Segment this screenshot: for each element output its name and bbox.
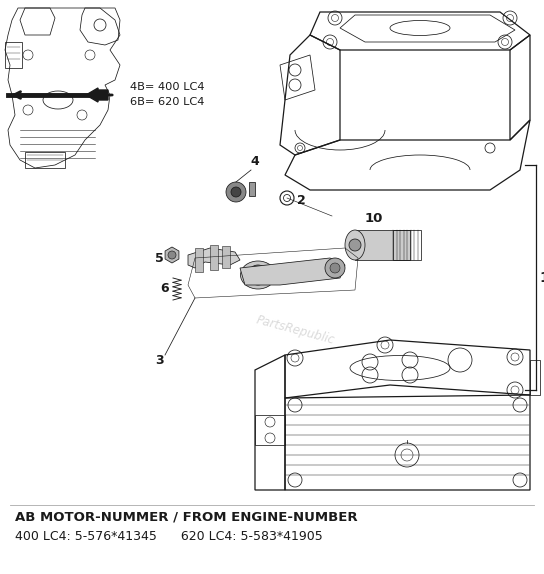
Polygon shape — [240, 258, 345, 285]
Circle shape — [168, 251, 176, 259]
Text: PartsRepublic: PartsRepublic — [254, 313, 336, 347]
Text: 6B= 620 LC4: 6B= 620 LC4 — [130, 97, 205, 107]
Text: 6: 6 — [160, 281, 169, 294]
Text: 2: 2 — [297, 195, 306, 207]
FancyArrow shape — [86, 88, 108, 102]
Polygon shape — [188, 248, 240, 268]
Circle shape — [325, 258, 345, 278]
Circle shape — [226, 182, 246, 202]
Text: 10: 10 — [365, 212, 384, 225]
Polygon shape — [222, 246, 230, 268]
Circle shape — [231, 187, 241, 197]
Text: 4B= 400 LC4: 4B= 400 LC4 — [130, 82, 205, 92]
Text: 4: 4 — [250, 155, 259, 168]
Ellipse shape — [240, 261, 275, 289]
Polygon shape — [195, 248, 203, 272]
Text: 1: 1 — [539, 271, 544, 285]
Circle shape — [330, 263, 340, 273]
Bar — [393, 230, 421, 260]
Circle shape — [349, 239, 361, 251]
Ellipse shape — [345, 230, 365, 260]
Circle shape — [248, 265, 268, 285]
Bar — [355, 230, 410, 260]
Text: 400 LC4: 5-576*41345      620 LC4: 5-583*41905: 400 LC4: 5-576*41345 620 LC4: 5-583*4190… — [15, 530, 323, 543]
Bar — [249, 182, 255, 196]
Polygon shape — [210, 245, 218, 270]
Text: AB MOTOR-NUMMER / FROM ENGINE-NUMBER: AB MOTOR-NUMMER / FROM ENGINE-NUMBER — [15, 510, 357, 523]
Text: 3: 3 — [155, 354, 164, 367]
Text: 5: 5 — [155, 251, 164, 265]
